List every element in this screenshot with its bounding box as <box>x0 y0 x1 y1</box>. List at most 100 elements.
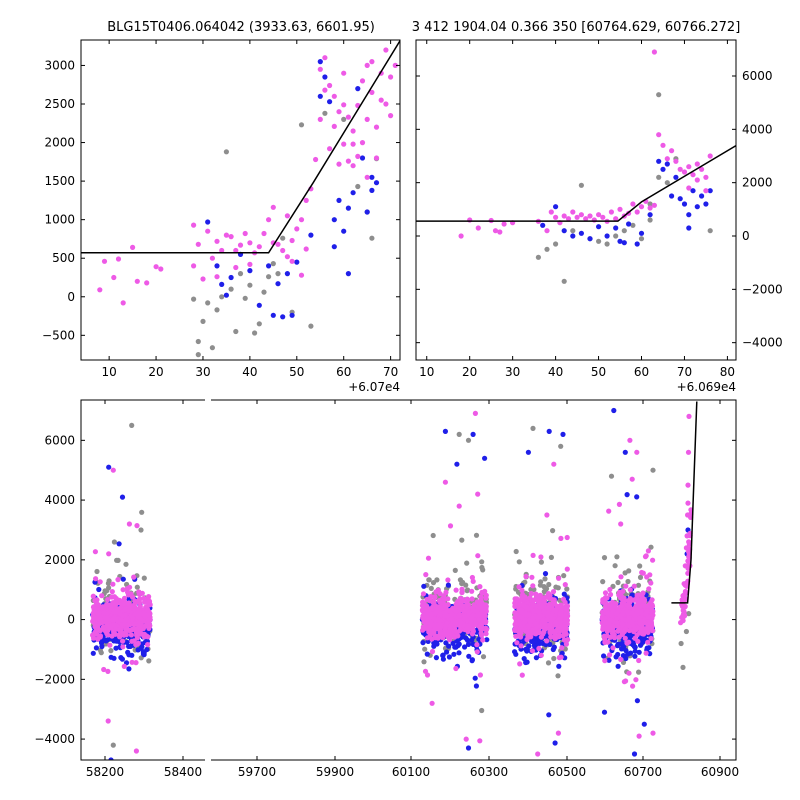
data-point-pink <box>341 141 347 147</box>
data-point-pink <box>602 658 608 664</box>
data-point-blue <box>433 655 439 661</box>
data-point-gray <box>270 261 276 267</box>
data-point-blue <box>677 196 683 202</box>
data-point-pink <box>556 575 562 581</box>
data-point-pink <box>611 619 617 626</box>
data-point-gray <box>228 286 234 292</box>
data-point-pink <box>364 62 370 68</box>
data-point-pink <box>596 212 602 218</box>
data-point-pink <box>303 197 309 203</box>
panel-top-right: 10 20 30 40 50 60 70 80 −4000 −2000 0 2000 4000 6000 +… <box>415 39 783 394</box>
data-point-pink <box>134 523 140 529</box>
data-point-gray <box>680 664 686 671</box>
data-point-gray <box>247 282 253 288</box>
data-point-pink <box>514 640 520 646</box>
data-point-gray <box>548 554 555 561</box>
data-point-pink <box>647 205 653 211</box>
data-point-blue <box>525 449 532 455</box>
data-point-pink <box>141 611 148 618</box>
data-point-pink <box>703 174 709 180</box>
data-point-pink <box>437 591 443 597</box>
data-point-pink <box>602 615 608 621</box>
y-tick-label: 2000 <box>44 136 75 150</box>
data-point-pink <box>527 595 533 601</box>
data-point-pink <box>555 730 562 736</box>
data-point-blue <box>116 541 122 547</box>
data-point-pink <box>549 616 555 623</box>
data-point-pink <box>650 557 656 563</box>
data-point-blue <box>355 86 361 92</box>
data-point-pink <box>97 634 103 640</box>
data-point-pink <box>516 629 523 635</box>
data-point-pink <box>685 500 691 506</box>
data-point-pink <box>607 652 613 658</box>
data-point-pink <box>464 598 470 604</box>
data-point-pink <box>110 581 116 587</box>
data-point-pink <box>629 476 635 482</box>
data-point-pink <box>456 613 462 619</box>
data-point-blue <box>113 645 119 651</box>
data-point-pink <box>146 594 152 600</box>
data-point-blue <box>452 644 458 650</box>
data-point-pink <box>682 582 688 588</box>
data-point-blue <box>626 221 632 227</box>
data-point-pink <box>478 630 484 636</box>
data-point-pink <box>153 264 159 270</box>
data-point-pink <box>341 70 347 76</box>
data-point-pink <box>110 467 116 473</box>
y-tick-label: 2000 <box>742 176 773 190</box>
y-tick-label: 1000 <box>44 213 75 227</box>
data-point-gray <box>635 582 642 588</box>
data-point-blue <box>108 757 114 760</box>
data-point-blue <box>681 201 688 207</box>
data-point-pink <box>95 615 101 622</box>
data-point-pink <box>686 549 692 555</box>
data-point-pink <box>350 128 356 134</box>
data-point-pink <box>275 241 281 247</box>
data-point-pink <box>317 116 323 122</box>
data-point-blue <box>596 224 602 230</box>
data-point-gray <box>473 532 480 538</box>
data-point-gray <box>252 330 258 336</box>
data-point-gray <box>637 563 643 569</box>
data-point-pink <box>359 78 366 84</box>
data-point-blue <box>451 651 457 657</box>
data-point-gray <box>537 582 544 588</box>
data-point-blue <box>327 99 333 105</box>
data-point-pink <box>620 588 626 595</box>
data-point-gray <box>516 559 522 565</box>
data-point-pink <box>639 595 645 601</box>
y-tick-label: −4000 <box>34 732 75 746</box>
data-point-pink <box>699 166 705 172</box>
data-point-blue <box>553 204 559 210</box>
data-point-blue <box>513 651 519 657</box>
data-point-pink <box>442 602 448 609</box>
data-point-pink <box>479 613 485 619</box>
data-point-pink <box>442 596 448 602</box>
data-point-pink <box>685 482 691 488</box>
data-point-pink <box>523 573 529 580</box>
data-point-pink <box>475 553 481 559</box>
data-point-blue <box>456 650 462 656</box>
data-point-gray <box>678 640 684 647</box>
data-point-pink <box>528 591 534 597</box>
data-point-pink <box>583 216 589 222</box>
data-point-pink <box>440 635 446 641</box>
data-point-blue <box>465 641 472 648</box>
data-point-pink <box>614 611 620 617</box>
data-point-pink <box>458 233 464 239</box>
data-point-pink <box>247 261 253 267</box>
data-point-pink <box>121 663 127 670</box>
data-point-pink <box>541 598 547 604</box>
data-point-pink <box>632 616 639 622</box>
data-point-gray <box>105 580 111 587</box>
data-point-pink <box>129 659 135 665</box>
data-point-pink <box>191 263 197 269</box>
data-point-pink <box>522 617 529 623</box>
data-point-pink <box>546 601 552 608</box>
data-point-blue <box>551 645 557 651</box>
data-point-pink <box>256 244 262 250</box>
data-point-gray <box>479 559 485 565</box>
data-point-gray <box>553 241 559 247</box>
data-point-pink <box>107 642 113 648</box>
